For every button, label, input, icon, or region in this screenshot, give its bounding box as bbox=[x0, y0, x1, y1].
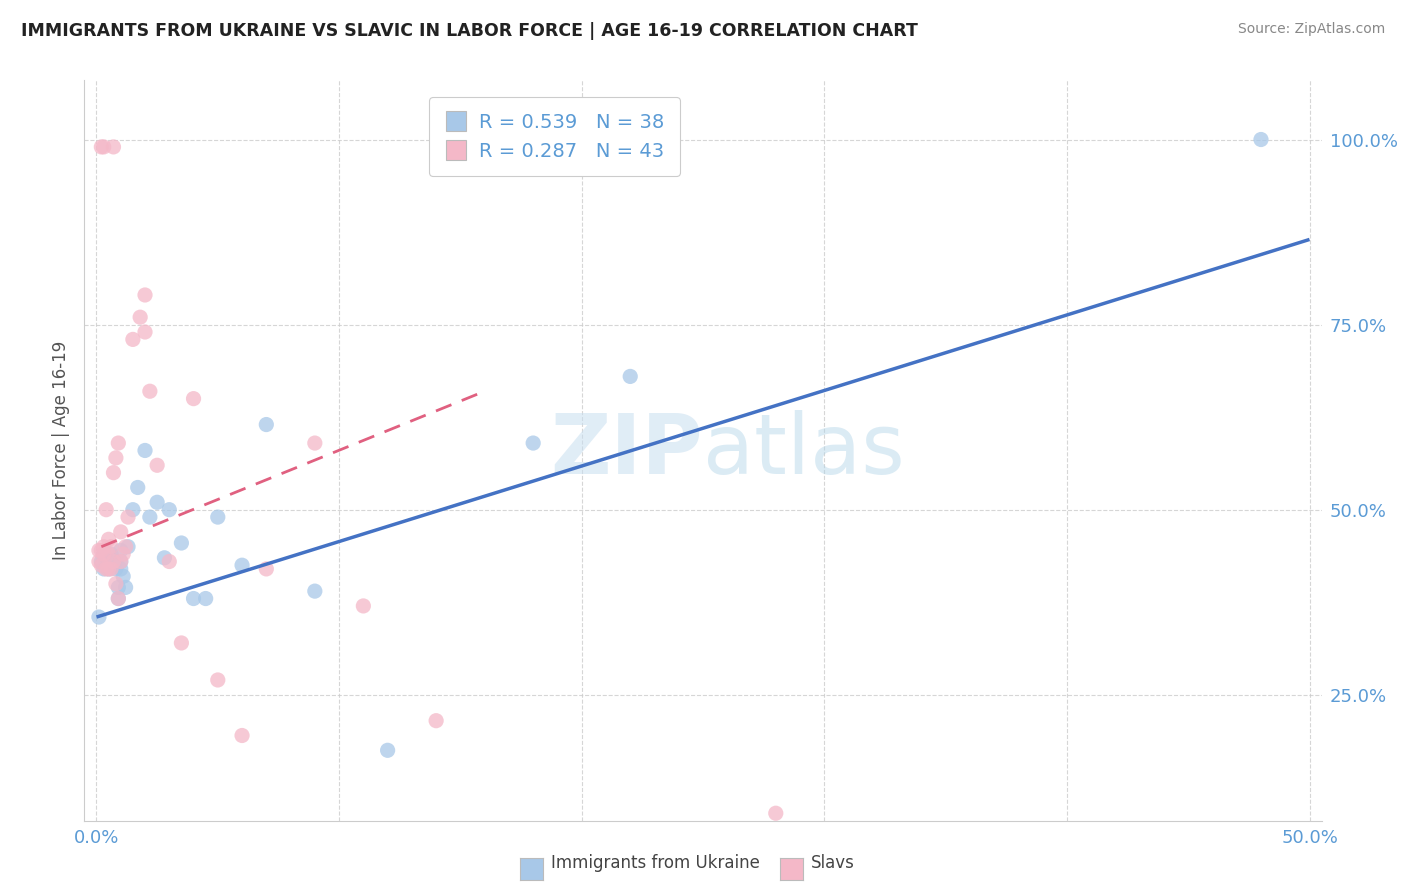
Point bbox=[170, 636, 193, 650]
Legend: R = 0.539   N = 38, R = 0.287   N = 43: R = 0.539 N = 38, R = 0.287 N = 43 bbox=[429, 97, 681, 177]
Point bbox=[90, 543, 112, 558]
Point bbox=[100, 562, 122, 576]
Point bbox=[100, 547, 122, 561]
Point bbox=[304, 584, 326, 599]
Point bbox=[90, 554, 112, 569]
Point bbox=[114, 581, 136, 595]
Point bbox=[153, 550, 176, 565]
Point bbox=[207, 510, 229, 524]
Text: Slavs: Slavs bbox=[811, 855, 855, 872]
Point bbox=[522, 436, 544, 450]
Point bbox=[207, 673, 229, 687]
Point bbox=[112, 569, 135, 583]
Point bbox=[183, 392, 205, 406]
Point bbox=[146, 458, 169, 473]
Text: Source: ZipAtlas.com: Source: ZipAtlas.com bbox=[1237, 22, 1385, 37]
Point bbox=[157, 502, 180, 516]
Point bbox=[107, 436, 129, 450]
Point bbox=[352, 599, 374, 613]
Point bbox=[97, 554, 120, 569]
Point bbox=[93, 140, 115, 154]
Point bbox=[110, 524, 132, 539]
Point bbox=[96, 554, 118, 569]
Point bbox=[139, 510, 162, 524]
Point bbox=[117, 510, 139, 524]
Point bbox=[104, 562, 127, 576]
Point bbox=[146, 495, 169, 509]
Point bbox=[231, 729, 253, 743]
Point bbox=[254, 417, 277, 432]
Text: ZIP: ZIP bbox=[551, 410, 703, 491]
Point bbox=[619, 369, 641, 384]
Point bbox=[134, 325, 156, 339]
Point bbox=[104, 450, 127, 465]
Point bbox=[139, 384, 162, 399]
Point bbox=[100, 540, 122, 554]
Point bbox=[1250, 132, 1272, 146]
Point bbox=[134, 288, 156, 302]
Point bbox=[110, 554, 132, 569]
Point bbox=[110, 554, 132, 569]
Point bbox=[93, 562, 115, 576]
Point bbox=[114, 540, 136, 554]
Point bbox=[103, 554, 125, 569]
Point bbox=[107, 581, 129, 595]
Point bbox=[122, 333, 145, 347]
Point bbox=[93, 547, 115, 561]
Point bbox=[231, 558, 253, 573]
Point bbox=[103, 558, 125, 573]
Point bbox=[87, 554, 110, 569]
Point bbox=[117, 540, 139, 554]
Point bbox=[104, 554, 127, 569]
Point bbox=[122, 502, 145, 516]
Text: Immigrants from Ukraine: Immigrants from Ukraine bbox=[551, 855, 761, 872]
Point bbox=[90, 558, 112, 573]
Y-axis label: In Labor Force | Age 16-19: In Labor Force | Age 16-19 bbox=[52, 341, 70, 560]
Point bbox=[103, 466, 125, 480]
Point bbox=[90, 140, 112, 154]
Point bbox=[103, 554, 125, 569]
Point bbox=[93, 540, 115, 554]
Point bbox=[183, 591, 205, 606]
Point bbox=[97, 562, 120, 576]
Point bbox=[97, 562, 120, 576]
Point bbox=[97, 547, 120, 561]
Point bbox=[87, 610, 110, 624]
Point bbox=[304, 436, 326, 450]
Point bbox=[129, 310, 152, 325]
Point bbox=[112, 547, 135, 561]
Point bbox=[107, 591, 129, 606]
Point bbox=[377, 743, 399, 757]
Point bbox=[765, 806, 787, 821]
Point bbox=[103, 140, 125, 154]
Point bbox=[157, 554, 180, 569]
Text: IMMIGRANTS FROM UKRAINE VS SLAVIC IN LABOR FORCE | AGE 16-19 CORRELATION CHART: IMMIGRANTS FROM UKRAINE VS SLAVIC IN LAB… bbox=[21, 22, 918, 40]
Point bbox=[194, 591, 217, 606]
Point bbox=[127, 480, 149, 494]
Point bbox=[254, 562, 277, 576]
Text: atlas: atlas bbox=[703, 410, 904, 491]
Point bbox=[425, 714, 447, 728]
Point bbox=[104, 576, 127, 591]
Point bbox=[96, 502, 118, 516]
Point bbox=[96, 562, 118, 576]
Point bbox=[107, 591, 129, 606]
Point bbox=[87, 543, 110, 558]
Point bbox=[97, 533, 120, 547]
Point bbox=[134, 443, 156, 458]
Point bbox=[110, 562, 132, 576]
Point bbox=[110, 543, 132, 558]
Point bbox=[170, 536, 193, 550]
Point bbox=[93, 547, 115, 561]
